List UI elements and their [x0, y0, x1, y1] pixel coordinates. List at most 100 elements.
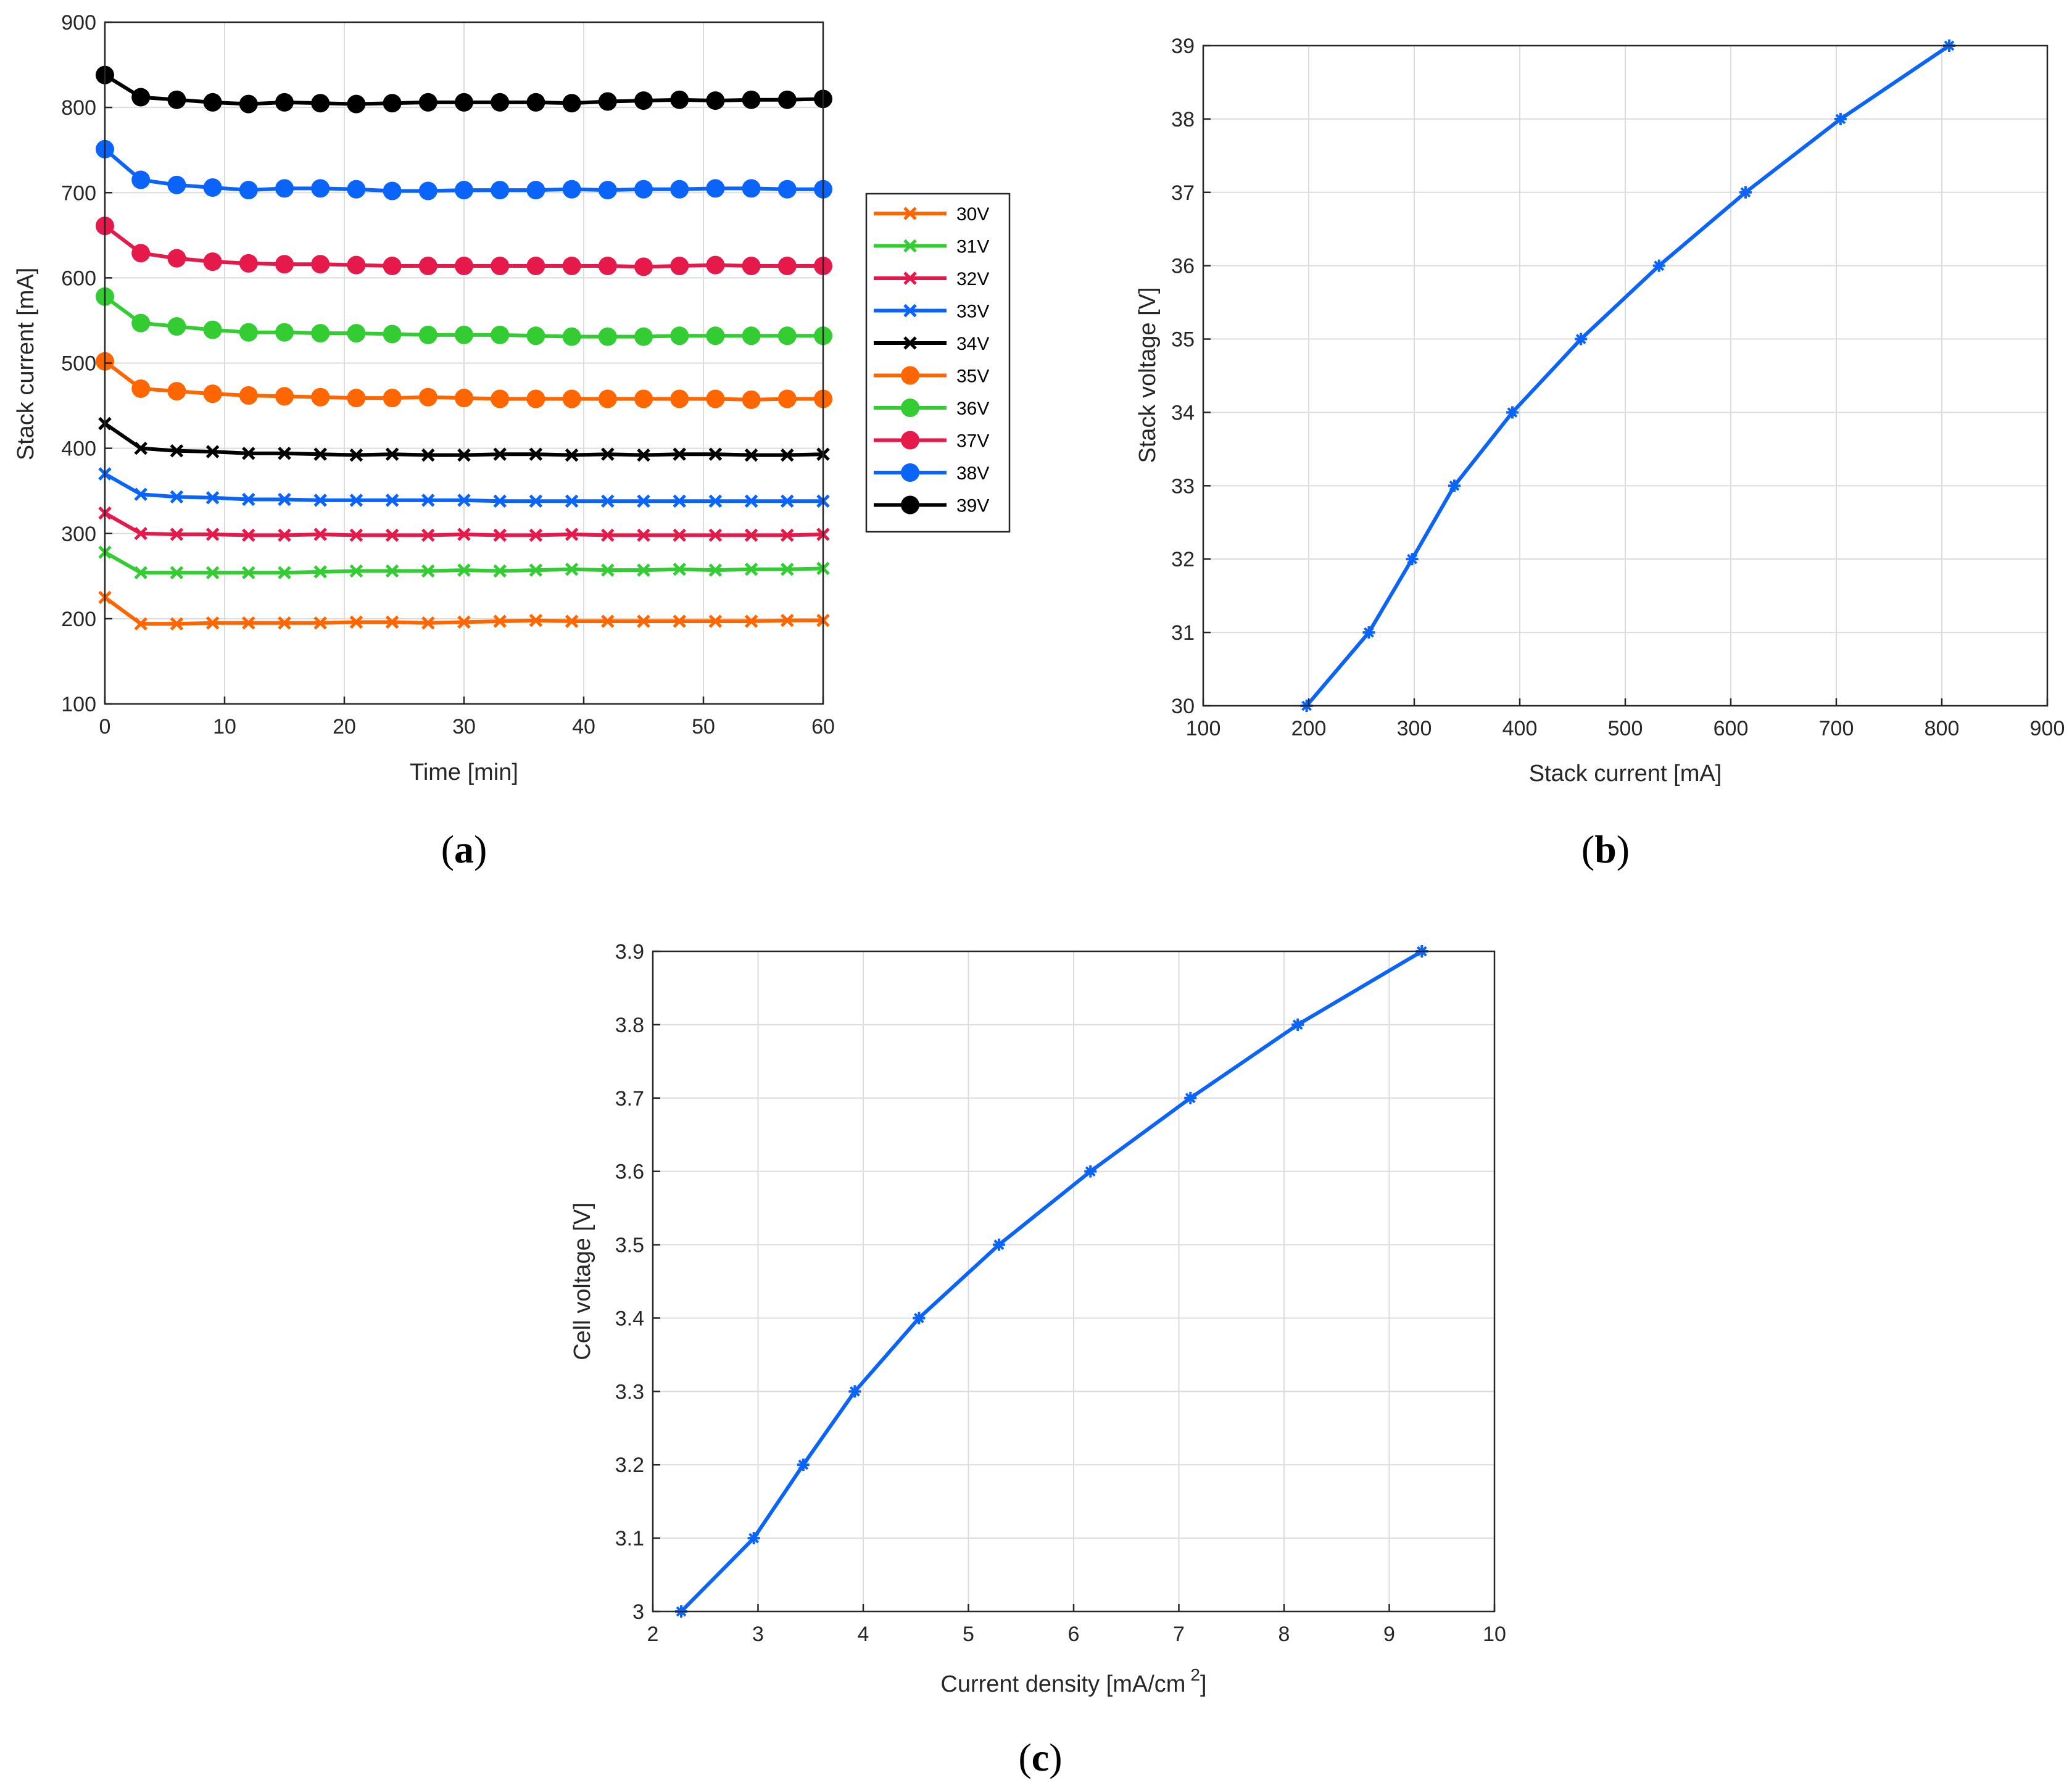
data-point-37V	[167, 249, 186, 268]
y-tick-label: 31	[1171, 621, 1195, 645]
data-point-34V	[313, 447, 327, 461]
data-point-36V	[742, 326, 761, 345]
data-point-33V	[313, 494, 327, 507]
data-point-30V	[385, 615, 399, 629]
x-tick-label: 40	[572, 715, 595, 738]
y-tick-label: 3.4	[615, 1307, 644, 1330]
data-point-32V	[781, 528, 794, 542]
data-point-35V	[634, 389, 653, 408]
data-point-32V	[601, 528, 615, 542]
data-point-31V	[278, 566, 291, 580]
x-tick-label: 9	[1383, 1623, 1395, 1646]
data-point-35V	[311, 387, 330, 407]
panel-b-xlabel: Stack current [mA]	[1529, 761, 1722, 787]
y-tick-label: 100	[61, 693, 96, 716]
panel-c-series	[675, 945, 1428, 1618]
x-tick-label: 300	[1397, 717, 1432, 740]
data-point-30V	[421, 616, 435, 630]
y-tick-label: 3.3	[615, 1380, 644, 1404]
data-point-36V	[347, 324, 366, 343]
data-point-34V	[529, 447, 543, 461]
data-point-38V	[131, 170, 151, 189]
panel-b-data-point	[1575, 333, 1588, 345]
panel-b-series	[1300, 39, 1955, 712]
panel-b-ticks: 100 200 300 400 500 600 700 800 900 30 31 32 33 34 35 3…	[1171, 35, 2065, 740]
data-point-39V	[670, 90, 689, 109]
legend-marker-33V	[903, 304, 917, 318]
legend-marker-31V	[903, 239, 917, 253]
panel-b-ylabel: Stack voltage [V]	[1135, 287, 1161, 463]
data-point-37V	[455, 257, 473, 276]
data-point-31V	[170, 566, 184, 580]
data-point-36V	[239, 323, 258, 342]
data-point-39V	[275, 93, 294, 112]
data-point-31V	[385, 564, 399, 578]
x-tick-label: 60	[811, 715, 835, 738]
legend-marker-38V	[901, 463, 919, 482]
data-point-34V	[673, 447, 686, 461]
data-point-34V	[205, 445, 220, 458]
data-point-36V	[275, 323, 294, 342]
y-tick-label: 3.7	[615, 1087, 644, 1111]
data-point-34V	[170, 444, 184, 458]
panel-c-data-point	[848, 1385, 861, 1398]
data-point-35V	[491, 389, 510, 408]
data-point-36V	[562, 327, 581, 346]
panel-b-data-point	[1652, 259, 1665, 272]
data-point-39V	[562, 94, 581, 113]
data-point-36V	[311, 324, 330, 343]
data-point-38V	[706, 179, 725, 198]
panel-a-ticks: 0 10 20 30 40 50 60 100 200 300 400 500 600 700 800 900	[61, 11, 835, 738]
data-point-31V	[529, 563, 543, 577]
y-tick-label: 3.1	[615, 1527, 644, 1550]
panel-c-data-point	[1291, 1018, 1304, 1031]
panel-a-caption: (a)	[441, 827, 487, 871]
data-point-30V	[170, 617, 184, 631]
data-point-35V	[347, 389, 366, 408]
data-point-33V	[457, 494, 471, 507]
panel-c-series-line	[679, 949, 1423, 1613]
data-point-38V	[418, 181, 437, 201]
data-point-32V	[457, 527, 471, 541]
data-point-36V	[167, 317, 186, 336]
x-tick-label: 6	[1068, 1623, 1080, 1646]
y-tick-label: 3	[632, 1600, 644, 1624]
data-point-31V	[637, 563, 650, 577]
data-point-39V	[598, 92, 617, 111]
x-tick-label: 100	[1186, 717, 1221, 740]
data-point-35V	[706, 389, 725, 408]
data-point-33V	[134, 487, 147, 501]
data-point-36V	[383, 325, 402, 344]
legend-label-31V: 31V	[956, 237, 989, 257]
data-point-30V	[205, 616, 220, 630]
data-point-33V	[565, 494, 579, 508]
data-point-32V	[565, 527, 579, 541]
legend-label-34V: 34V	[956, 334, 989, 354]
panel-c-data-point	[747, 1532, 760, 1545]
data-point-37V	[418, 257, 437, 276]
data-point-34V	[349, 448, 363, 462]
data-point-30V	[349, 615, 363, 629]
data-point-33V	[529, 494, 543, 508]
y-tick-label: 400	[61, 437, 96, 461]
panel-c-xlabel-close: ]	[1200, 1671, 1207, 1697]
panel-c-grid	[653, 951, 1494, 1611]
data-point-31V	[457, 563, 471, 577]
data-point-37V	[383, 257, 402, 276]
data-point-38V	[670, 180, 689, 199]
data-point-35V	[275, 387, 294, 406]
data-point-33V	[349, 494, 363, 507]
data-point-32V	[278, 528, 291, 542]
data-point-31V	[134, 566, 147, 580]
data-point-34V	[278, 447, 291, 460]
data-point-36V	[526, 326, 545, 345]
data-point-37V	[347, 255, 366, 275]
panel-c-data-point	[913, 1312, 926, 1325]
y-tick-label: 300	[61, 523, 96, 546]
data-point-31V	[708, 563, 723, 577]
data-point-31V	[242, 566, 255, 580]
data-point-38V	[598, 181, 617, 200]
legend-label-33V: 33V	[956, 302, 989, 322]
